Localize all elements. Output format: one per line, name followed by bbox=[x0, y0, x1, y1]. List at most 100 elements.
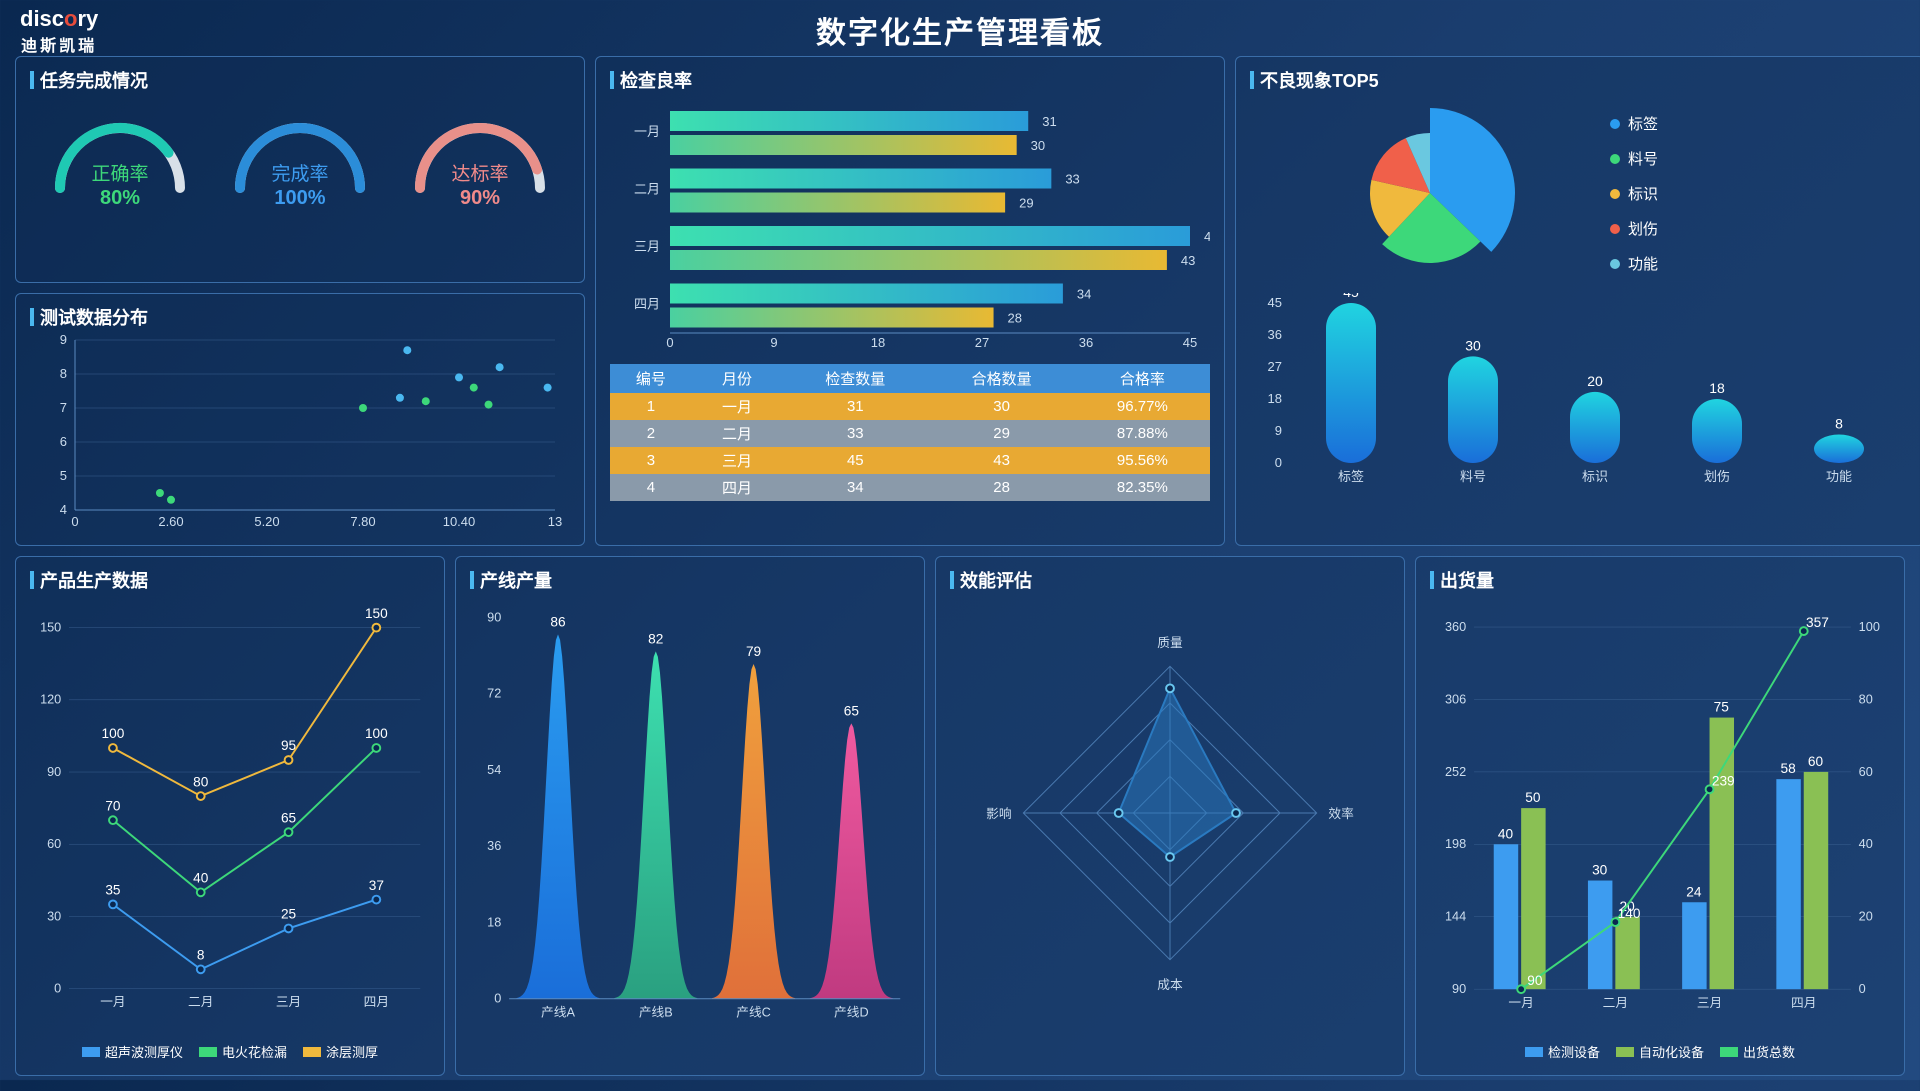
defect-bars: 091827364545标签30料号20标识18划伤8功能 bbox=[1250, 293, 1910, 493]
svg-text:9: 9 bbox=[770, 335, 777, 350]
ship-legend: 检测设备自动化设备出货总数 bbox=[1430, 1042, 1890, 1061]
defect-panel: 不良现象TOP5 标签料号标识划伤功能 091827364545标签30料号20… bbox=[1235, 56, 1920, 546]
svg-text:36: 36 bbox=[487, 838, 501, 853]
svg-text:一月: 一月 bbox=[1508, 995, 1533, 1010]
svg-text:8: 8 bbox=[60, 366, 67, 381]
svg-text:80: 80 bbox=[193, 774, 209, 789]
svg-text:划伤: 划伤 bbox=[1704, 469, 1730, 484]
svg-text:9: 9 bbox=[1275, 423, 1282, 438]
svg-text:30: 30 bbox=[47, 909, 61, 923]
svg-text:360: 360 bbox=[1445, 619, 1466, 634]
svg-text:80%: 80% bbox=[100, 187, 140, 209]
svg-text:31: 31 bbox=[1042, 114, 1056, 129]
svg-text:70: 70 bbox=[105, 798, 121, 813]
svg-text:65: 65 bbox=[844, 704, 860, 719]
svg-text:二月: 二月 bbox=[1603, 995, 1628, 1010]
svg-text:140: 140 bbox=[1618, 906, 1641, 921]
svg-text:8: 8 bbox=[197, 948, 205, 963]
svg-text:100: 100 bbox=[1859, 619, 1880, 634]
svg-text:50: 50 bbox=[1525, 790, 1541, 805]
svg-text:9: 9 bbox=[60, 332, 67, 347]
svg-text:36: 36 bbox=[1268, 327, 1282, 342]
product-legend: 超声波测厚仪电火花检漏涂层测厚 bbox=[30, 1042, 430, 1061]
svg-text:198: 198 bbox=[1445, 836, 1466, 851]
svg-text:三月: 三月 bbox=[634, 239, 660, 254]
svg-text:二月: 二月 bbox=[188, 995, 213, 1009]
svg-text:28: 28 bbox=[1008, 311, 1022, 326]
svg-text:45: 45 bbox=[1183, 335, 1197, 350]
svg-text:36: 36 bbox=[1079, 335, 1093, 350]
defect-title: 不良现象TOP5 bbox=[1250, 67, 1910, 93]
svg-text:79: 79 bbox=[746, 644, 761, 659]
svg-text:18: 18 bbox=[487, 914, 501, 929]
svg-text:质量: 质量 bbox=[1157, 635, 1183, 650]
line-chart: 0183654729086产线A82产线B79产线C65产线D bbox=[470, 593, 910, 1033]
svg-text:功能: 功能 bbox=[1826, 469, 1852, 484]
product-chart: 0306090120150一月二月三月四月3582537704065100100… bbox=[30, 593, 430, 1033]
ship-title: 出货量 bbox=[1430, 567, 1890, 593]
svg-text:7.80: 7.80 bbox=[350, 514, 375, 529]
svg-text:45: 45 bbox=[1204, 229, 1210, 244]
svg-text:标签: 标签 bbox=[1338, 469, 1364, 484]
line-title: 产线产量 bbox=[470, 567, 910, 593]
svg-text:20: 20 bbox=[1859, 909, 1873, 924]
svg-text:65: 65 bbox=[281, 810, 297, 825]
svg-text:10.40: 10.40 bbox=[443, 514, 476, 529]
svg-text:四月: 四月 bbox=[634, 296, 660, 311]
svg-text:306: 306 bbox=[1445, 691, 1466, 706]
svg-text:40: 40 bbox=[1498, 826, 1514, 841]
svg-text:37: 37 bbox=[369, 878, 384, 893]
svg-text:100: 100 bbox=[102, 726, 125, 741]
quality-table: 编号月份检查数量合格数量合格率1一月313096.77%2二月332987.88… bbox=[610, 364, 1210, 501]
svg-text:25: 25 bbox=[281, 907, 297, 922]
svg-text:0: 0 bbox=[71, 514, 78, 529]
svg-text:18: 18 bbox=[1709, 380, 1725, 396]
svg-text:80: 80 bbox=[1859, 691, 1873, 706]
gauges: 正确率80%完成率100%达标率90% bbox=[30, 103, 570, 238]
task-panel: 任务完成情况 正确率80%完成率100%达标率90% bbox=[15, 56, 585, 283]
svg-text:达标率: 达标率 bbox=[451, 163, 508, 185]
svg-text:357: 357 bbox=[1806, 615, 1829, 630]
svg-text:产线C: 产线C bbox=[736, 1004, 771, 1019]
svg-text:35: 35 bbox=[105, 883, 121, 898]
svg-text:30: 30 bbox=[1592, 863, 1608, 878]
svg-text:45: 45 bbox=[1268, 295, 1282, 310]
task-title: 任务完成情况 bbox=[30, 67, 570, 93]
svg-text:90: 90 bbox=[1452, 981, 1466, 996]
quality-bars: 一月3130二月3329三月4543四月34280918273645 bbox=[610, 93, 1210, 353]
svg-text:4: 4 bbox=[60, 502, 67, 517]
svg-text:45: 45 bbox=[1343, 293, 1359, 300]
svg-text:0: 0 bbox=[494, 991, 501, 1006]
scatter-panel: 测试数据分布 45678902.605.207.8010.4013 bbox=[15, 293, 585, 546]
svg-text:产线A: 产线A bbox=[541, 1004, 575, 1019]
svg-text:27: 27 bbox=[1268, 359, 1282, 374]
radar-title: 效能评估 bbox=[950, 567, 1390, 593]
svg-text:8: 8 bbox=[1835, 416, 1843, 432]
svg-text:0: 0 bbox=[666, 335, 673, 350]
svg-text:三月: 三月 bbox=[1697, 995, 1722, 1010]
svg-text:标识: 标识 bbox=[1582, 469, 1608, 484]
svg-text:33: 33 bbox=[1065, 172, 1079, 187]
svg-text:二月: 二月 bbox=[634, 181, 660, 196]
svg-text:54: 54 bbox=[487, 762, 501, 777]
svg-text:四月: 四月 bbox=[364, 995, 389, 1009]
svg-text:5: 5 bbox=[60, 468, 67, 483]
svg-text:一月: 一月 bbox=[634, 124, 660, 139]
svg-text:60: 60 bbox=[47, 837, 61, 851]
svg-text:58: 58 bbox=[1780, 761, 1796, 776]
svg-text:72: 72 bbox=[487, 686, 501, 701]
svg-text:效率: 效率 bbox=[1328, 806, 1354, 821]
header: discory 迪斯凯瑞 数字化生产管理看板 bbox=[0, 0, 1920, 56]
quality-panel: 检查良率 一月3130二月3329三月4543四月34280918273645 … bbox=[595, 56, 1225, 546]
scatter-chart: 45678902.605.207.8010.4013 bbox=[30, 330, 570, 530]
svg-text:120: 120 bbox=[40, 693, 61, 707]
svg-text:252: 252 bbox=[1445, 764, 1466, 779]
svg-text:40: 40 bbox=[193, 871, 209, 886]
svg-text:90%: 90% bbox=[460, 187, 500, 209]
defect-pie bbox=[1250, 93, 1610, 293]
svg-text:27: 27 bbox=[975, 335, 989, 350]
svg-text:影响: 影响 bbox=[986, 806, 1011, 821]
svg-text:产线D: 产线D bbox=[834, 1004, 869, 1019]
page-title: 数字化生产管理看板 bbox=[0, 8, 1920, 52]
product-panel: 产品生产数据 0306090120150一月二月三月四月358253770406… bbox=[15, 556, 445, 1076]
